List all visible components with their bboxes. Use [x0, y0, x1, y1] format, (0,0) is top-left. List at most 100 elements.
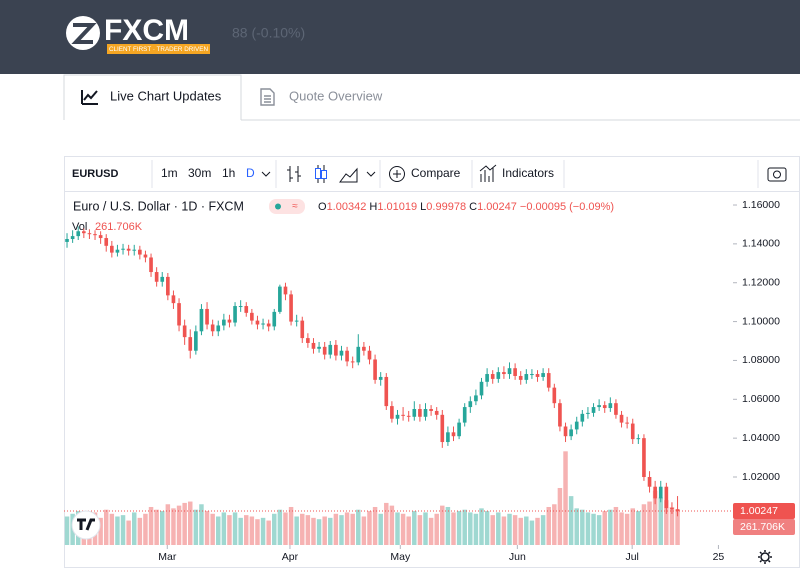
volume-bar [619, 512, 624, 545]
indicators-icon[interactable] [479, 164, 497, 182]
volume-bar [630, 508, 635, 545]
candle-body [653, 486, 657, 499]
volume-bar [361, 516, 367, 545]
volume-bar [412, 511, 417, 545]
volume-bar [568, 496, 574, 545]
compare-button[interactable]: Compare [411, 166, 461, 180]
candle-body [199, 308, 204, 332]
volume-bar [227, 515, 232, 545]
candle-body [485, 374, 489, 382]
candle-body [306, 338, 310, 343]
dropdown-arrow[interactable] [366, 171, 376, 177]
volume-bar [456, 511, 462, 545]
interval[interactable]: 1h [222, 166, 235, 180]
candle-body [541, 373, 545, 377]
volume-bar [602, 511, 607, 545]
snapshot-icon[interactable] [773, 170, 781, 179]
symbol[interactable]: EURUSD [72, 168, 119, 180]
candle-body [479, 381, 484, 396]
candle-body [446, 432, 450, 443]
volume-bar [384, 502, 389, 545]
volume-bar [115, 516, 120, 545]
settings-icon[interactable] [760, 552, 770, 562]
volume-bar [272, 513, 277, 545]
tv-logo[interactable] [71, 510, 101, 540]
candle-body [216, 325, 221, 332]
interval[interactable]: 1m [161, 166, 178, 180]
volume-bar [131, 512, 137, 545]
volume-bar [137, 517, 143, 545]
x-tick-label: Jun [509, 551, 526, 563]
volume-bar [300, 513, 305, 545]
candle-body [373, 359, 377, 380]
compare-icon[interactable] [393, 170, 401, 178]
candle-body [244, 306, 249, 313]
candle-body [98, 235, 103, 239]
candle-body [294, 320, 299, 322]
area-icon[interactable] [339, 167, 358, 183]
candle-body [507, 368, 512, 375]
volume-bar [305, 515, 311, 545]
volume-bar [350, 513, 355, 545]
candle-body [563, 426, 568, 437]
header-bar [0, 0, 800, 74]
candle-body [614, 403, 618, 415]
volume-bar [316, 519, 322, 545]
ohlc-prefix: L [420, 201, 426, 213]
interval-active[interactable]: D [246, 166, 255, 180]
candle-body [138, 249, 142, 255]
tab-label[interactable]: Quote Overview [289, 88, 383, 103]
volume-bar [143, 513, 148, 545]
last-price-label: 1.00247 [740, 505, 778, 517]
dropdown-arrow[interactable] [261, 171, 271, 177]
volume-bar [216, 516, 221, 545]
interval[interactable]: 30m [188, 166, 211, 180]
tab-active[interactable] [63, 74, 242, 120]
candle-body [513, 368, 517, 376]
volume-bar [574, 508, 579, 545]
volume-bar [176, 505, 182, 545]
bars-icon[interactable] [287, 166, 301, 182]
volume-bar [378, 513, 383, 545]
ohlc-change: −0.00095 (−0.09%) [520, 201, 614, 213]
compare-icon[interactable] [389, 166, 405, 182]
volume-bar [395, 512, 400, 545]
volume-bar [210, 513, 215, 545]
snapshot-icon[interactable] [767, 167, 787, 182]
candle-body [121, 248, 125, 250]
volume-bar [311, 517, 316, 545]
ohlc-prefix: O [318, 201, 327, 213]
market-status [269, 199, 305, 214]
volume-bar [244, 515, 249, 545]
candle-body [65, 239, 69, 242]
candle-body [70, 236, 75, 240]
candle-body [222, 319, 226, 326]
last-volume-box [733, 519, 795, 536]
candle-body [362, 346, 366, 351]
x-tick-label: May [390, 551, 411, 563]
candle-body [474, 395, 478, 402]
candle-body [317, 346, 321, 349]
volume-bar [451, 512, 456, 545]
candle-body [339, 350, 344, 356]
ticker-fragment: 88 (-0.10%) [232, 25, 305, 41]
volume-bar [496, 512, 501, 545]
tab-label[interactable]: Live Chart Updates [110, 88, 222, 103]
indicators-button[interactable]: Indicators [502, 166, 554, 180]
volume-bar [372, 506, 378, 545]
candles-icon[interactable] [321, 170, 327, 179]
candles-icon[interactable] [315, 168, 321, 179]
candle-body [126, 248, 131, 251]
volume-bar [462, 509, 467, 545]
volume-bar [641, 504, 647, 545]
volume-bar [328, 517, 333, 545]
volume-bar [540, 515, 546, 545]
volume-bar [255, 519, 260, 545]
volume-bar [417, 515, 423, 545]
volume-bar [591, 513, 596, 545]
candle-body [233, 306, 237, 323]
chart-title: Euro / U.S. Dollar · 1D · FXCM [73, 199, 244, 213]
volume-bar [669, 506, 675, 545]
candle-body [591, 407, 596, 413]
volume-bar [406, 516, 411, 545]
